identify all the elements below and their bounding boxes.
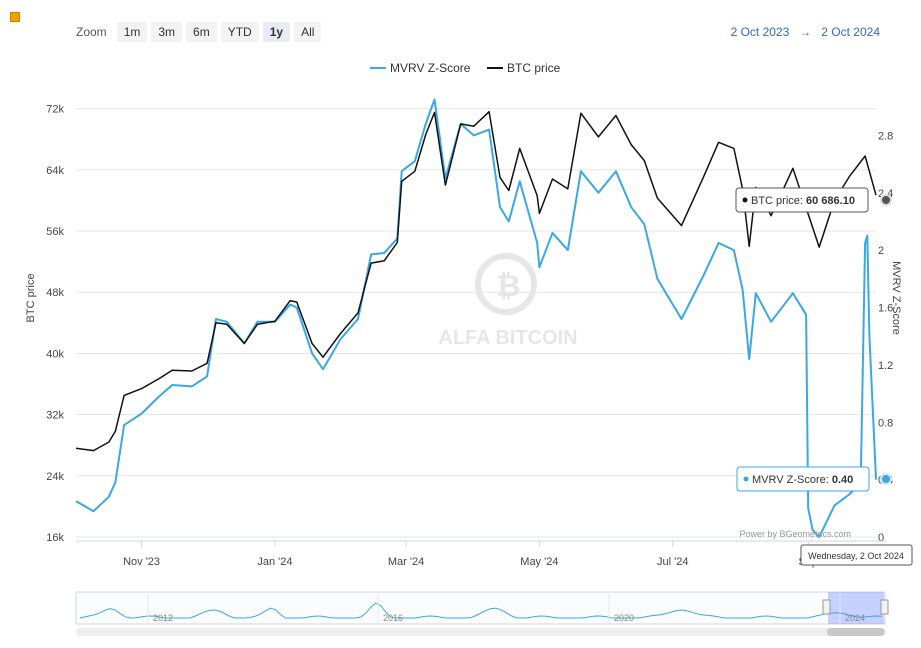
watermark-logo-letter: ₿ — [496, 270, 520, 303]
y-right-tick-label: 2.8 — [878, 130, 893, 142]
date-tooltip: Wednesday, 2 Oct 2024 — [800, 544, 913, 566]
y-left-tick-label: 24k — [46, 471, 64, 483]
legend-mvrv-label[interactable]: MVRV Z-Score — [390, 61, 471, 75]
credit-text: Power by BGeometrics.com — [739, 529, 851, 539]
y-left-tick-label: 16k — [46, 532, 64, 544]
zoom-toolbar: Zoom 1m 3m 6m YTD 1y All — [76, 22, 322, 42]
y-left-tick-label: 32k — [46, 410, 64, 422]
btc-tooltip-value: 60 686.10 — [806, 195, 855, 207]
btc-tooltip-label: BTC price: — [751, 195, 806, 207]
x-tick-label: Jan '24 — [257, 556, 292, 568]
watermark: ₿ ALFA BITCOIN — [438, 253, 578, 349]
y-left-tick-label: 56k — [46, 226, 64, 238]
navigator-year-label: 2020 — [614, 613, 634, 623]
navigator-right-handle[interactable] — [880, 599, 889, 615]
svg-text:MVRV Z-Score: 0.40: MVRV Z-Score: 0.40 — [752, 474, 853, 486]
y-left-tick-label: 40k — [46, 348, 64, 360]
svg-text:BTC price: 60 686.10: BTC price: 60 686.10 — [751, 195, 855, 207]
mvrv-tooltip: MVRV Z-Score: 0.40 — [736, 466, 892, 492]
x-tick-label: Jul '24 — [657, 556, 688, 568]
y-left-tick-label: 64k — [46, 165, 64, 177]
watermark-logo-icon — [475, 253, 537, 315]
series-btc-line — [75, 110, 877, 452]
zoom-3m-button[interactable]: 3m — [151, 22, 183, 42]
series-mvrv-line — [75, 98, 877, 538]
x-tick-label: Mar '24 — [388, 556, 424, 568]
navigator-left-handle[interactable] — [822, 599, 831, 615]
btc-tooltip: BTC price: 60 686.10 — [735, 187, 892, 213]
range-to[interactable]: 2 Oct 2024 — [821, 25, 880, 39]
y-right-tick-label: 0.8 — [878, 417, 893, 429]
y-axis-right-title: MVRV Z-Score — [890, 261, 902, 335]
y-left-tick-label: 48k — [46, 287, 64, 299]
date-tooltip-text: Wednesday, 2 Oct 2024 — [808, 551, 904, 561]
y-right-tick-label: 1.2 — [878, 360, 893, 372]
navigator-scrollbar-thumb[interactable] — [827, 628, 885, 636]
mvrv-tooltip-dot-icon — [743, 476, 749, 482]
zoom-all-button[interactable]: All — [294, 22, 322, 42]
grid-lines — [76, 108, 876, 538]
navigator-frame — [75, 591, 886, 625]
zoom-label: Zoom — [76, 25, 107, 39]
corner-badge — [10, 12, 20, 22]
range-from[interactable]: 2 Oct 2023 — [730, 25, 790, 39]
y-left-tick-label: 72k — [46, 104, 64, 116]
y-axis-left: 16k 24k 32k 40k 48k 56k 64k 72k — [46, 104, 64, 544]
date-range: 2 Oct 2023 → 2 Oct 2024 — [731, 25, 880, 39]
mvrv-tooltip-value: 0.40 — [832, 474, 853, 486]
watermark-text: ALFA BITCOIN — [438, 327, 577, 349]
navigator-scrollbar-track[interactable] — [76, 628, 885, 636]
navigator-year-label: 2016 — [383, 613, 403, 623]
y-right-tick-label: 1.6 — [878, 303, 893, 315]
zoom-6m-button[interactable]: 6m — [186, 22, 217, 42]
navigator: 2012 2016 2020 2024 — [75, 591, 889, 636]
x-tick-label: Nov '23 — [123, 556, 160, 568]
navigator-year-label: 2012 — [153, 613, 173, 623]
btc-hover-marker — [880, 194, 892, 206]
navigator-series — [79, 602, 883, 619]
y-right-tick-label: 2 — [878, 245, 884, 257]
navigator-year-label: 2024 — [845, 613, 865, 623]
zoom-1y-button[interactable]: 1y — [262, 22, 291, 42]
navigator-selection[interactable] — [828, 592, 884, 624]
mvrv-tooltip-label: MVRV Z-Score: — [752, 474, 832, 486]
range-arrow: → — [799, 25, 812, 39]
zoom-ytd-button[interactable]: YTD — [220, 22, 259, 42]
mvrv-hover-marker — [880, 473, 892, 485]
y-axis-left-title: BTC price — [25, 274, 37, 323]
zoom-1m-button[interactable]: 1m — [116, 22, 148, 42]
x-tick-label: May '24 — [520, 556, 558, 568]
btc-tooltip-dot-icon — [742, 197, 748, 203]
legend: MVRV Z-Score BTC price — [370, 61, 561, 75]
legend-btc-label[interactable]: BTC price — [507, 61, 561, 75]
y-right-tick-label: 0 — [878, 532, 884, 544]
